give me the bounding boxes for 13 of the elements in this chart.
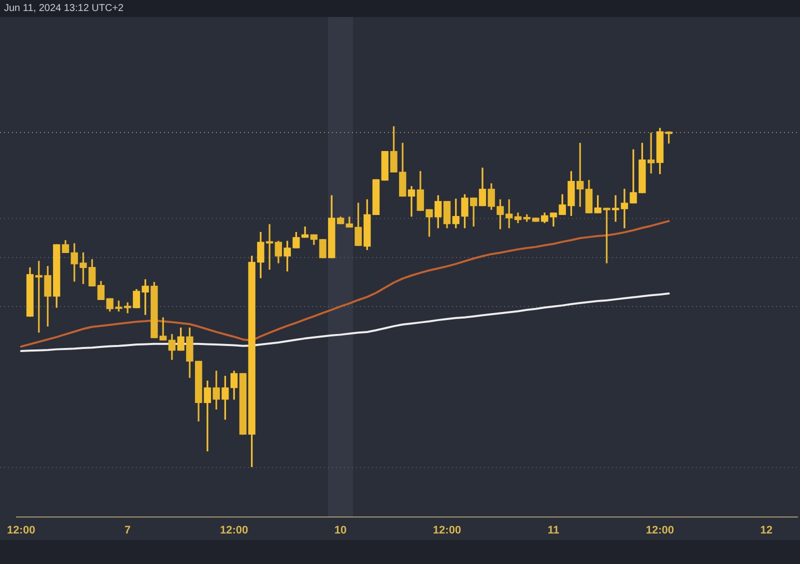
x-tick-label: 12:00 <box>432 524 462 537</box>
candlestick <box>408 186 416 217</box>
x-tick-label: 10 <box>334 524 347 537</box>
x-tick-label: 12 <box>760 524 773 537</box>
x-tick-label: 12:00 <box>646 524 674 537</box>
x-tick-label: 11 <box>548 524 560 537</box>
candlestick <box>266 224 274 270</box>
text: Jun 11, 2024 13:12 UTC+2 <box>4 3 124 14</box>
candlestick <box>204 380 212 452</box>
x-tick-label: 12:00 <box>7 524 36 537</box>
x-tick-label: 12:00 <box>220 524 248 537</box>
candlestick <box>647 132 655 174</box>
x-tick-label: 7 <box>124 524 131 537</box>
